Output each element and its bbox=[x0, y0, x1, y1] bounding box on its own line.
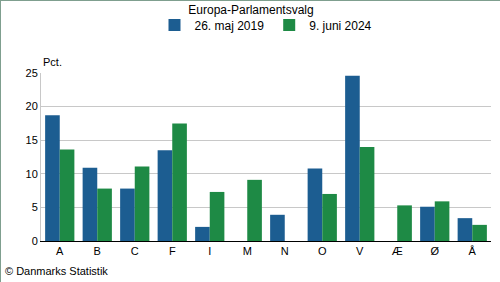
svg-text:0: 0 bbox=[32, 235, 38, 247]
svg-text:26. maj 2019: 26. maj 2019 bbox=[195, 19, 265, 33]
svg-text:10: 10 bbox=[26, 168, 38, 180]
svg-text:B: B bbox=[94, 245, 101, 257]
svg-text:15: 15 bbox=[26, 134, 38, 146]
svg-text:9. juni 2024: 9. juni 2024 bbox=[309, 19, 371, 33]
svg-text:Ø: Ø bbox=[430, 245, 439, 257]
svg-text:Å: Å bbox=[469, 245, 477, 257]
svg-text:5: 5 bbox=[32, 201, 38, 213]
svg-text:A: A bbox=[56, 245, 64, 257]
svg-text:I: I bbox=[208, 245, 211, 257]
svg-text:Europa-Parlamentsvalg: Europa-Parlamentsvalg bbox=[188, 3, 313, 17]
svg-text:© Danmarks Statistik: © Danmarks Statistik bbox=[5, 265, 108, 277]
svg-text:Æ: Æ bbox=[392, 245, 403, 257]
svg-text:N: N bbox=[281, 245, 289, 257]
svg-text:25: 25 bbox=[26, 67, 38, 79]
svg-text:20: 20 bbox=[26, 100, 38, 112]
svg-text:Pct.: Pct. bbox=[43, 56, 62, 68]
svg-text:O: O bbox=[318, 245, 327, 257]
svg-text:M: M bbox=[243, 245, 252, 257]
svg-text:V: V bbox=[356, 245, 364, 257]
svg-text:F: F bbox=[169, 245, 176, 257]
svg-text:C: C bbox=[131, 245, 139, 257]
